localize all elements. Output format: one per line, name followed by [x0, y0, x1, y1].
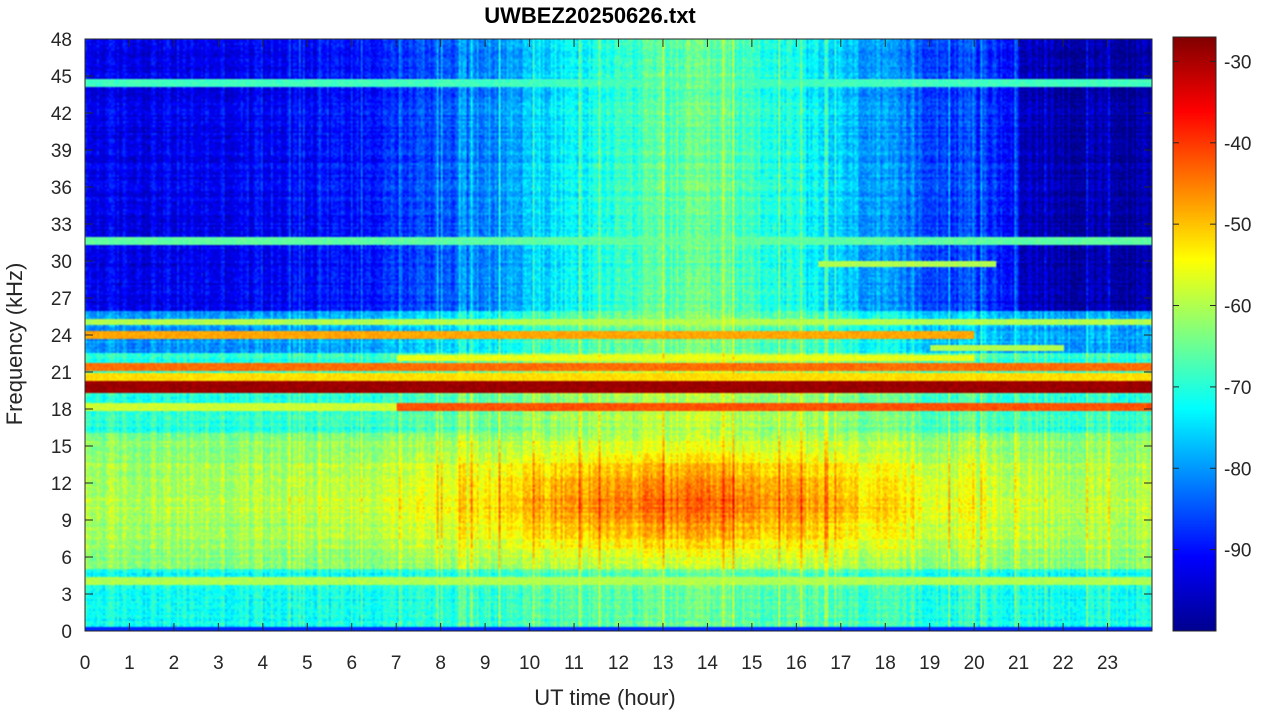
y-tick-label: 0 — [61, 622, 72, 643]
y-tick-label: 3 — [61, 585, 72, 606]
spectrogram-heatmap — [85, 39, 1152, 631]
x-tick-label: 18 — [875, 653, 896, 674]
plot-area — [84, 38, 1153, 632]
y-tick-label: 33 — [51, 215, 72, 236]
chart-title: UWBEZ20250626.txt — [484, 3, 696, 28]
x-tick-label: 22 — [1053, 653, 1074, 674]
colorbar-tick-label: -50 — [1224, 215, 1251, 236]
x-tick-label: 19 — [919, 653, 940, 674]
colorbar-ticks: -30 -40 -50 -60 -70 -80 -90 — [1173, 52, 1251, 562]
x-tick-label: 21 — [1008, 653, 1029, 674]
x-tick-label: 20 — [964, 653, 985, 674]
y-tick-label: 21 — [51, 363, 72, 384]
x-tick-label: 14 — [697, 653, 719, 674]
y-tick-label: 12 — [51, 474, 72, 495]
x-tick-label: 16 — [786, 653, 807, 674]
colorbar-tick-label: -60 — [1224, 297, 1251, 318]
y-axis-label: Frequency (kHz) — [2, 263, 27, 426]
y-tick-label: 42 — [51, 104, 72, 125]
y-tick-label: 27 — [51, 289, 72, 310]
y-tick-label: 39 — [51, 141, 72, 162]
y-tick-label: 18 — [51, 400, 72, 421]
x-tick-label: 0 — [80, 653, 91, 674]
x-tick-label: 3 — [213, 653, 224, 674]
x-tick-label: 17 — [830, 653, 851, 674]
x-tick-label: 4 — [258, 653, 269, 674]
y-tick-label: 36 — [51, 178, 72, 199]
y-tick-label: 24 — [51, 326, 73, 347]
x-tick-label: 2 — [169, 653, 180, 674]
y-tick-label: 45 — [51, 67, 72, 88]
x-tick-label: 7 — [391, 653, 402, 674]
colorbar-gradient — [1172, 36, 1217, 632]
colorbar-tick-label: -80 — [1224, 459, 1251, 480]
colorbar-tick-label: -40 — [1224, 134, 1251, 155]
x-tick-label: 10 — [519, 653, 540, 674]
x-tick-label: 12 — [608, 653, 629, 674]
y-tick-label: 9 — [61, 511, 72, 532]
y-tick-label: 30 — [51, 252, 72, 273]
x-tick-label: 1 — [124, 653, 135, 674]
y-tick-label: 6 — [61, 548, 72, 569]
x-tick-label: 5 — [302, 653, 313, 674]
x-tick-label: 15 — [741, 653, 762, 674]
x-tick-label: 11 — [564, 653, 584, 674]
x-tick-label: 6 — [346, 653, 357, 674]
colorbar-tick-label: -70 — [1224, 378, 1251, 399]
x-tick-label: 23 — [1097, 653, 1118, 674]
y-tick-label: 48 — [51, 30, 72, 51]
x-tick-label: 13 — [652, 653, 673, 674]
x-tick-label: 9 — [480, 653, 491, 674]
x-axis: 0 1 2 3 4 5 6 7 8 9 10 11 12 13 14 15 16 17 18 19 20 21 22 23 — [80, 39, 1118, 674]
x-tick-label: 8 — [435, 653, 446, 674]
colorbar-tick-label: -90 — [1224, 541, 1251, 562]
colorbar-tick-label: -30 — [1224, 52, 1251, 73]
y-tick-label: 15 — [51, 437, 72, 458]
x-axis-label: UT time (hour) — [534, 685, 675, 710]
colorbar: -30 -40 -50 -60 -70 -80 -90 — [1172, 36, 1251, 632]
